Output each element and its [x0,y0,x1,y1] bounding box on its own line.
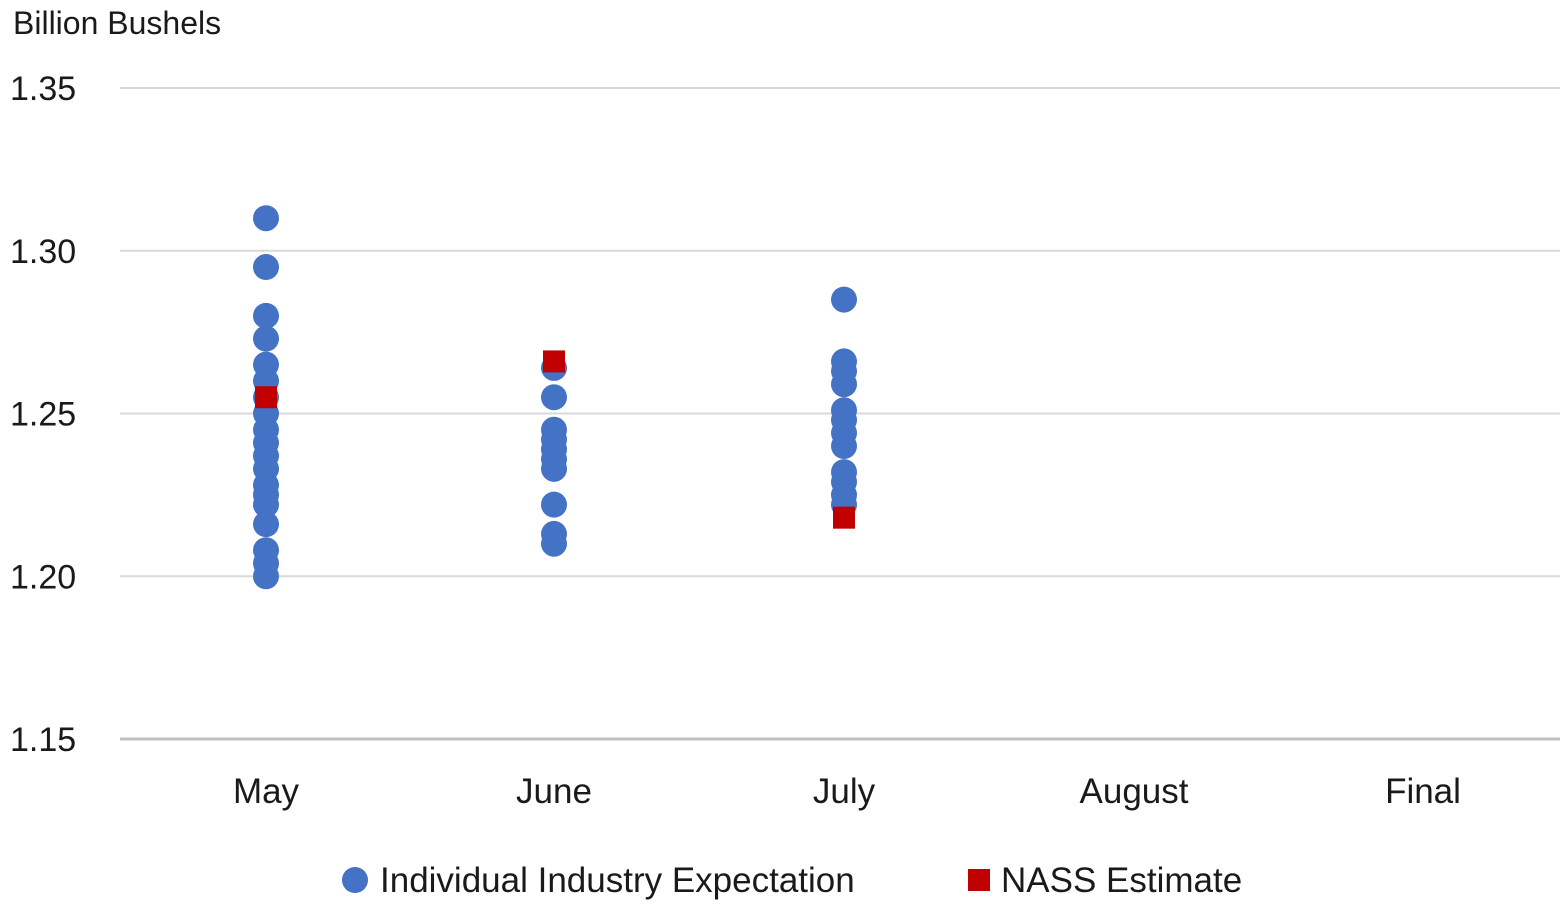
expectation-point [253,205,279,232]
nass-estimate-point [543,350,565,373]
y-tick-label: 1.30 [10,233,76,271]
expectation-point [541,491,567,518]
expectation-point [253,302,279,329]
nass-estimate-point [255,386,277,409]
nass-estimate-point [833,506,855,529]
legend-label-expectation: Individual Industry Expectation [380,861,855,900]
x-tick-label: July [813,772,876,811]
y-tick-label: 1.15 [10,721,76,759]
legend-circle-marker [342,867,368,893]
y-tick-label: 1.20 [10,558,76,596]
industry-expectation-points [253,205,857,590]
y-tick-label: 1.35 [10,70,76,108]
expectation-point [541,384,567,411]
y-tick-labels: 1.35 1.30 1.25 1.20 1.15 [10,70,76,759]
expectation-point [831,433,857,460]
expectation-point [253,511,279,538]
expectation-point [253,254,279,281]
x-tick-label: August [1080,772,1189,811]
expectation-point [541,530,567,557]
expectation-point [831,371,857,398]
expectation-point [541,455,567,482]
expectation-point [253,491,279,518]
legend-square-marker [968,869,990,891]
x-tick-label: June [516,772,592,811]
legend-label-nass: NASS Estimate [1001,861,1242,900]
legend: Individual Industry Expectation NASS Esti… [342,861,1242,900]
expectation-point [831,286,857,313]
x-tick-label: May [233,772,300,811]
y-axis-label: Billion Bushels [13,5,221,41]
x-tick-label: Final [1385,772,1461,811]
nass-estimate-points [255,350,855,529]
x-tick-labels: May June July August Final [233,772,1461,811]
expectation-point [253,563,279,590]
y-tick-label: 1.25 [10,396,76,434]
expectation-point [253,325,279,352]
